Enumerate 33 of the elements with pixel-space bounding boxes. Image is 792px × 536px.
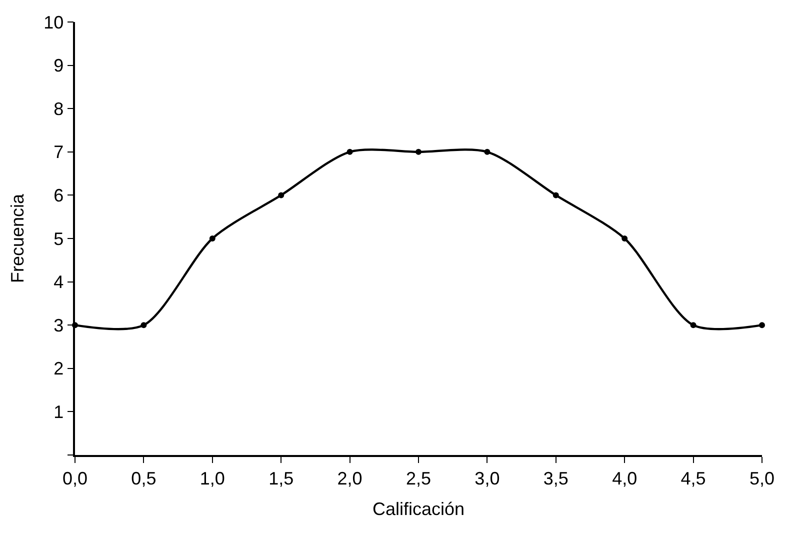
x-tick-label: 3,0 — [474, 468, 500, 488]
point — [278, 192, 284, 198]
x-tick-label: 4,0 — [612, 468, 638, 488]
x-tick-label: 0,0 — [62, 468, 88, 488]
x-tick-label: 0,5 — [131, 468, 156, 488]
point — [209, 236, 216, 242]
point — [416, 148, 422, 155]
y-tick-label: 1 — [54, 402, 64, 422]
x-tick-label: 1,0 — [200, 468, 225, 488]
y-tick-label: 4 — [54, 272, 64, 292]
y-tick-label: 3 — [54, 315, 64, 336]
point — [622, 236, 628, 242]
y-tick-label: 9 — [54, 56, 64, 76]
x-tick-label: 4,5 — [680, 468, 706, 488]
x-axis-title: Calificación — [372, 498, 465, 519]
point — [484, 148, 490, 155]
x-tick-label: 3,5 — [543, 468, 568, 488]
point — [759, 322, 765, 328]
y-tick-label: 2 — [54, 358, 64, 379]
point — [552, 192, 559, 198]
y-tick-label: 6 — [54, 186, 64, 206]
point — [140, 322, 147, 328]
x-tick-label: 1,5 — [268, 468, 294, 488]
y-tick-label: 10 — [44, 12, 64, 32]
x-tick-label: 5,0 — [749, 468, 775, 488]
y-tick-label: 7 — [54, 142, 64, 162]
x-tick-label: 2,5 — [406, 468, 432, 488]
point — [690, 322, 696, 328]
point — [346, 148, 353, 155]
x-tick-label: 2,0 — [337, 468, 362, 488]
y-tick-label: 8 — [54, 98, 64, 119]
y-tick-label: 5 — [54, 228, 64, 249]
y-axis-title: Frecuencia — [7, 192, 28, 284]
